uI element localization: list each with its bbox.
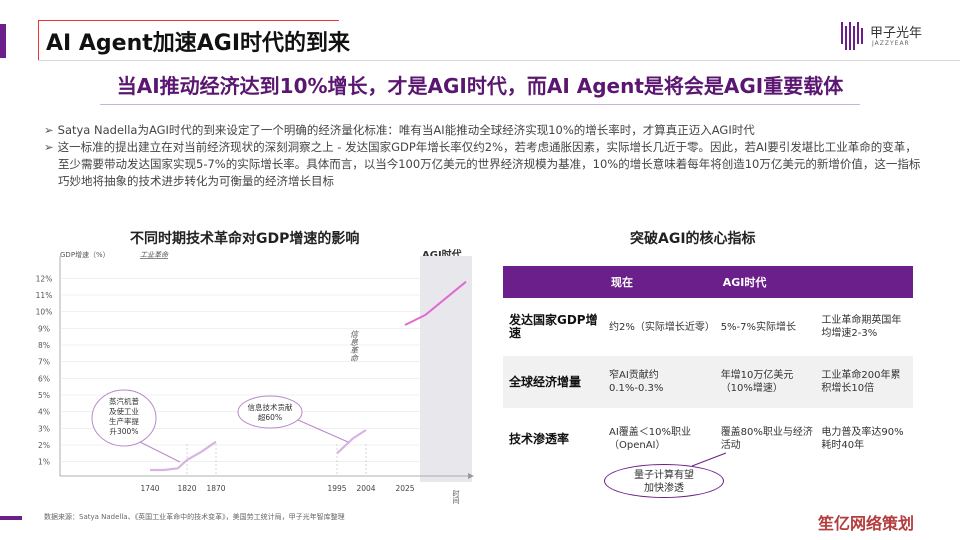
y-tick-label: 9% (38, 324, 50, 333)
x-tick-label: 2025 (395, 484, 414, 493)
agi-era-label: AGI时代 (422, 250, 462, 261)
bullet-text: Satya Nadella为AGI时代的到来设定了一个明确的经济量化标准：唯有当… (57, 123, 755, 137)
steam-callout-line2: 及使工业 (109, 406, 139, 416)
cell-agi: 年增10万亿美元（10%增速） (716, 356, 818, 408)
table-header-agi: AGI时代 (716, 266, 818, 298)
row-head: 全球经济增量 (503, 356, 605, 408)
table-header-now: 现在 (605, 266, 717, 298)
series-line (404, 280, 467, 326)
bullet-item: ➢ Satya Nadella为AGI时代的到来设定了一个明确的经济量化标准：唯有… (44, 122, 924, 139)
steam-callout: 蒸汽机普 及使工业 生产率提 升300% (91, 389, 181, 463)
y-tick-label: 1% (38, 458, 50, 467)
table-row: 发达国家GDP增速 约2%（实际增长近零） 5%-7%实际增长 工业革命期英国年… (503, 298, 913, 356)
bullet-item: ➢ 这一标准的提出建立在对当前经济现状的深刻洞察之上 - 发达国家GDP年增长率仅… (44, 139, 924, 190)
info-callout: 信息技术贡献 超60% (237, 395, 349, 443)
x-tick-label: 1820 (177, 484, 196, 493)
y-tick-labels: 1% 2% 3% 4% 5% 6% 7% 8% 9% 10% 11% 12% (36, 274, 53, 466)
steam-callout-line3: 生产率提 (109, 416, 139, 426)
cell-reference: 电力普及率达90%耗时40年 (817, 408, 913, 470)
header-divider (38, 60, 960, 61)
table-title: 突破AGI的核心指标 (630, 231, 756, 247)
callout-pointer (691, 452, 727, 467)
steam-callout-line4: 升300% (110, 427, 139, 436)
cell-reference: 工业革命期英国年均增速2-3% (817, 298, 913, 356)
row-head: 发达国家GDP增速 (503, 298, 605, 356)
bullet-arrow-icon: ➢ (44, 140, 54, 154)
row-head: 技术渗透率 (503, 408, 605, 470)
table-header-reference (817, 266, 913, 298)
cell-now: AI覆盖＜10%职业（OpenAI） (605, 408, 717, 470)
table-header-empty (503, 266, 605, 298)
y-tick-label: 4% (38, 408, 50, 417)
y-tick-label: 10% (36, 308, 53, 317)
bullet-list: ➢ Satya Nadella为AGI时代的到来设定了一个明确的经济量化标准：唯有… (44, 122, 924, 190)
logo-icon (841, 22, 863, 50)
agi-band (420, 256, 472, 482)
y-tick-label: 8% (38, 341, 50, 350)
y-tick-label: 6% (38, 374, 50, 383)
cell-now: 窄AI贡献约0.1%-0.3% (605, 356, 717, 408)
cell-agi: 5%-7%实际增长 (716, 298, 818, 356)
footer-accent-bar (0, 516, 22, 520)
indicator-table: 现在 AGI时代 发达国家GDP增速 约2%（实际增长近零） 5%-7%实际增长… (503, 266, 913, 470)
table-row: 全球经济增量 窄AI贡献约0.1%-0.3% 年增10万亿美元（10%增速） 工… (503, 356, 913, 408)
x-axis-label: 时间 (452, 489, 460, 505)
series-line (336, 429, 367, 455)
series-line (150, 440, 217, 472)
data-source-note: 数据来源：Satya Nadella、《英国工业革命中的技术变革》，美国劳工统计… (44, 513, 345, 521)
grid-lines (60, 278, 420, 476)
x-tick-label: 1740 (140, 484, 159, 493)
subtitle-underline (100, 104, 860, 105)
bullet-arrow-icon: ➢ (44, 123, 54, 137)
y-tick-label: 12% (36, 274, 53, 283)
y-axis-label: GDP增速（%） (60, 250, 110, 259)
y-tick-label: 3% (38, 424, 50, 433)
info-era-label: 信息革命 (349, 330, 359, 362)
x-tick-label: 2004 (356, 484, 375, 493)
y-tick-label: 7% (38, 358, 50, 367)
cell-reference: 工业革命200年累积增长10倍 (817, 356, 913, 408)
cell-now: 约2%（实际增长近零） (605, 298, 717, 356)
header-accent-bar (0, 24, 6, 58)
x-tick-label: 1995 (327, 484, 346, 493)
x-axis-arrow-icon (468, 473, 474, 479)
chart-title: 不同时期技术革命对GDP增速的影响 (130, 231, 360, 247)
bullet-text: 这一标准的提出建立在对当前经济现状的深刻洞察之上 - 发达国家GDP年增长率仅约… (57, 140, 921, 188)
industrial-era-label: 工业革命 (140, 251, 169, 259)
x-tick-labels: 1740 1820 1870 1995 2004 2025 (140, 484, 414, 493)
info-callout-line1: 信息技术贡献 (248, 402, 293, 412)
quantum-callout-line1: 量子计算有望 (634, 470, 694, 481)
y-tick-label: 11% (36, 291, 53, 300)
logo-text: 甲子光年 (870, 26, 923, 41)
header-frame (38, 20, 339, 61)
x-tick-label: 1870 (206, 484, 225, 493)
gdp-chart: 1% 2% 3% 4% 5% 6% 7% 8% 9% 10% 11% 12% 1740 1820 1870… (36, 250, 474, 505)
page-title: AI Agent加速AGI时代的到来 (46, 31, 351, 56)
info-callout-line2: 超60% (258, 413, 282, 422)
slide-subtitle: 当AI推动经济达到10%增长，才是AGI时代，而AI Agent是将会是AGI重… (116, 74, 844, 98)
y-tick-label: 2% (38, 441, 50, 450)
logo-subtext: JAZZYEAR (872, 40, 910, 47)
series-lines (150, 280, 467, 472)
y-tick-label: 5% (38, 391, 50, 400)
cell-agi: 覆盖80%职业与经济活动 (716, 408, 818, 470)
steam-callout-line1: 蒸汽机普 (109, 396, 139, 406)
quantum-callout: 量子计算有望 加快渗透 (604, 464, 724, 498)
table-header-row: 现在 AGI时代 (503, 266, 913, 298)
quantum-callout-line2: 加快渗透 (644, 483, 684, 494)
table-row: 技术渗透率 AI覆盖＜10%职业（OpenAI） 覆盖80%职业与经济活动 电力… (503, 408, 913, 470)
watermark: 笙亿网络策划 (818, 514, 915, 533)
